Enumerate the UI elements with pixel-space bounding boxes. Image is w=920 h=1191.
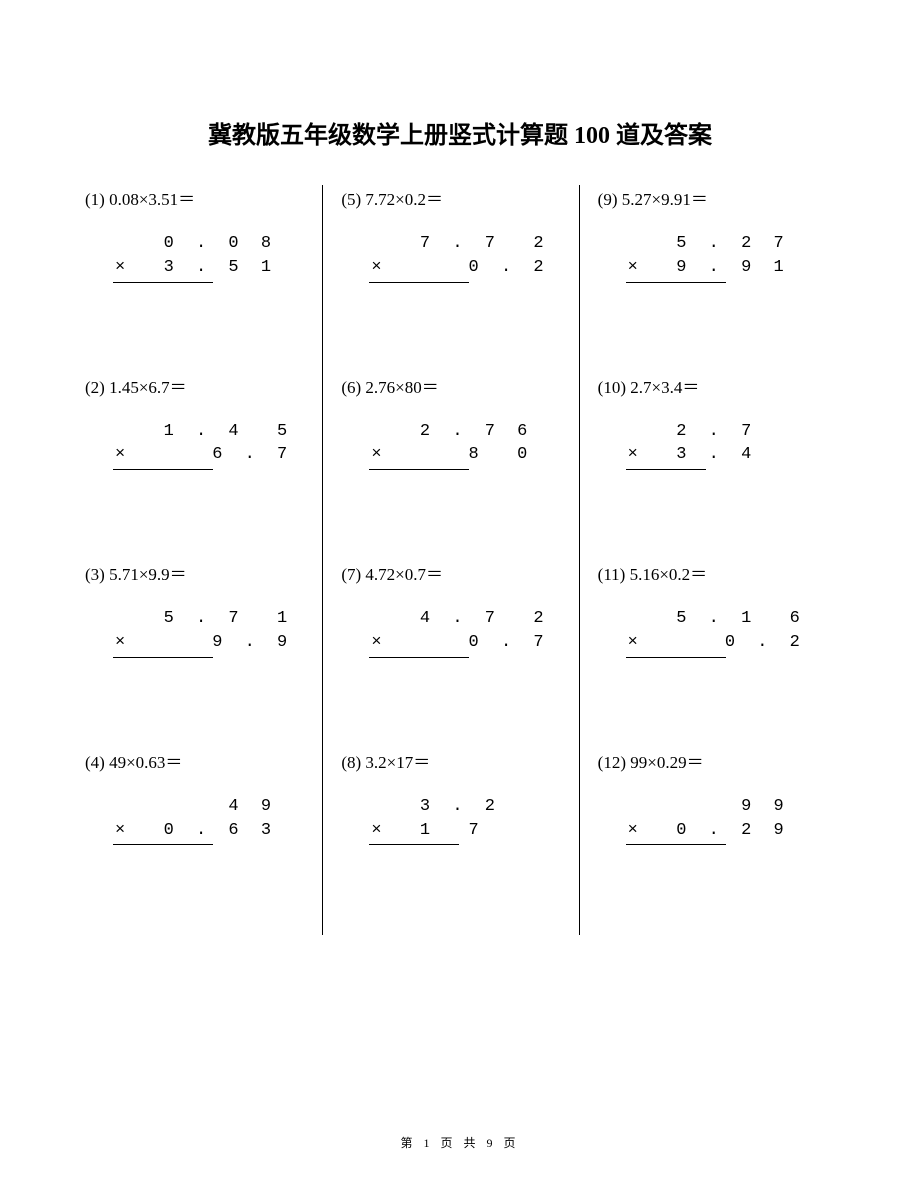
calc-underline xyxy=(369,657,469,658)
calc-underline xyxy=(369,469,469,470)
calc-setup: 2 . 7 6 × 8 0 xyxy=(341,420,578,471)
multiplicand: 4 9 xyxy=(115,795,322,819)
problem-12: (12) 99×0.29＝ 9 9 × 0 . 2 9 xyxy=(598,748,835,846)
calc-underline xyxy=(626,282,726,283)
calc-underline xyxy=(113,469,213,470)
multiplicand: 0 . 0 8 xyxy=(115,232,322,256)
problem-6: (6) 2.76×80＝ 2 . 7 6 × 8 0 xyxy=(341,373,578,471)
calc-setup: 5 . 1 6 × 0 . 2 xyxy=(598,607,835,658)
multiplier: × 1 7 xyxy=(371,819,578,843)
calc-setup: 5 . 2 7 × 9 . 9 1 xyxy=(598,232,835,283)
problem-label: (3) 5.71×9.9＝ xyxy=(85,560,322,585)
problem-2: (2) 1.45×6.7＝ 1 . 4 5 × 6 . 7 xyxy=(85,373,322,471)
calc-underline xyxy=(626,469,706,470)
problem-label: (7) 4.72×0.7＝ xyxy=(341,560,578,585)
column-1: (1) 0.08×3.51＝ 0 . 0 8 × 3 . 5 1 (2) 1.4… xyxy=(85,185,323,935)
calc-setup: 9 9 × 0 . 2 9 xyxy=(598,795,835,846)
multiplicand: 5 . 1 6 xyxy=(628,607,835,631)
calc-setup: 4 . 7 2 × 0 . 7 xyxy=(341,607,578,658)
problem-10: (10) 2.7×3.4＝ 2 . 7 × 3 . 4 xyxy=(598,373,835,471)
problem-5: (5) 7.72×0.2＝ 7 . 7 2 × 0 . 2 xyxy=(341,185,578,283)
calc-setup: 1 . 4 5 × 6 . 7 xyxy=(85,420,322,471)
problem-label: (4) 49×0.63＝ xyxy=(85,748,322,773)
multiplier: × 0 . 6 3 xyxy=(115,819,322,843)
multiplicand: 2 . 7 xyxy=(628,420,835,444)
calc-underline xyxy=(113,657,213,658)
problem-1: (1) 0.08×3.51＝ 0 . 0 8 × 3 . 5 1 xyxy=(85,185,322,283)
multiplier: × 3 . 5 1 xyxy=(115,256,322,280)
multiplier: × 0 . 2 xyxy=(628,631,835,655)
calc-underline xyxy=(626,844,726,845)
calc-underline xyxy=(113,282,213,283)
problem-label: (10) 2.7×3.4＝ xyxy=(598,373,835,398)
multiplier: × 8 0 xyxy=(371,443,578,467)
problem-11: (11) 5.16×0.2＝ 5 . 1 6 × 0 . 2 xyxy=(598,560,835,658)
multiplier: × 0 . 2 9 xyxy=(628,819,835,843)
problem-7: (7) 4.72×0.7＝ 4 . 7 2 × 0 . 7 xyxy=(341,560,578,658)
problem-8: (8) 3.2×17＝ 3 . 2 × 1 7 xyxy=(341,748,578,846)
calc-setup: 7 . 7 2 × 0 . 2 xyxy=(341,232,578,283)
problem-label: (1) 0.08×3.51＝ xyxy=(85,185,322,210)
problem-label: (11) 5.16×0.2＝ xyxy=(598,560,835,585)
multiplicand: 5 . 2 7 xyxy=(628,232,835,256)
multiplicand: 5 . 7 1 xyxy=(115,607,322,631)
page-footer: 第 1 页 共 9 页 xyxy=(0,1134,920,1151)
multiplicand: 2 . 7 6 xyxy=(371,420,578,444)
calc-underline xyxy=(113,844,213,845)
multiplier: × 9 . 9 xyxy=(115,631,322,655)
multiplier: × 0 . 7 xyxy=(371,631,578,655)
calc-underline xyxy=(626,657,726,658)
calc-setup: 0 . 0 8 × 3 . 5 1 xyxy=(85,232,322,283)
calc-setup: 2 . 7 × 3 . 4 xyxy=(598,420,835,471)
column-2: (5) 7.72×0.2＝ 7 . 7 2 × 0 . 2 (6) 2.76×8… xyxy=(323,185,579,935)
problem-label: (5) 7.72×0.2＝ xyxy=(341,185,578,210)
problem-3: (3) 5.71×9.9＝ 5 . 7 1 × 9 . 9 xyxy=(85,560,322,658)
calc-setup: 3 . 2 × 1 7 xyxy=(341,795,578,846)
problem-9: (9) 5.27×9.91＝ 5 . 2 7 × 9 . 9 1 xyxy=(598,185,835,283)
multiplicand: 1 . 4 5 xyxy=(115,420,322,444)
calc-underline xyxy=(369,844,459,845)
multiplicand: 4 . 7 2 xyxy=(371,607,578,631)
problem-label: (6) 2.76×80＝ xyxy=(341,373,578,398)
column-3: (9) 5.27×9.91＝ 5 . 2 7 × 9 . 9 1 (10) 2.… xyxy=(580,185,835,935)
problem-4: (4) 49×0.63＝ 4 9 × 0 . 6 3 xyxy=(85,748,322,846)
multiplier: × 6 . 7 xyxy=(115,443,322,467)
problems-container: (1) 0.08×3.51＝ 0 . 0 8 × 3 . 5 1 (2) 1.4… xyxy=(0,185,920,935)
page-title: 冀教版五年级数学上册竖式计算题 100 道及答案 xyxy=(0,0,920,185)
multiplicand: 3 . 2 xyxy=(371,795,578,819)
calc-setup: 4 9 × 0 . 6 3 xyxy=(85,795,322,846)
multiplier: × 0 . 2 xyxy=(371,256,578,280)
problem-label: (8) 3.2×17＝ xyxy=(341,748,578,773)
multiplicand: 7 . 7 2 xyxy=(371,232,578,256)
problem-label: (12) 99×0.29＝ xyxy=(598,748,835,773)
multiplier: × 9 . 9 1 xyxy=(628,256,835,280)
problem-label: (2) 1.45×6.7＝ xyxy=(85,373,322,398)
problem-label: (9) 5.27×9.91＝ xyxy=(598,185,835,210)
calc-setup: 5 . 7 1 × 9 . 9 xyxy=(85,607,322,658)
multiplier: × 3 . 4 xyxy=(628,443,835,467)
calc-underline xyxy=(369,282,469,283)
multiplicand: 9 9 xyxy=(628,795,835,819)
